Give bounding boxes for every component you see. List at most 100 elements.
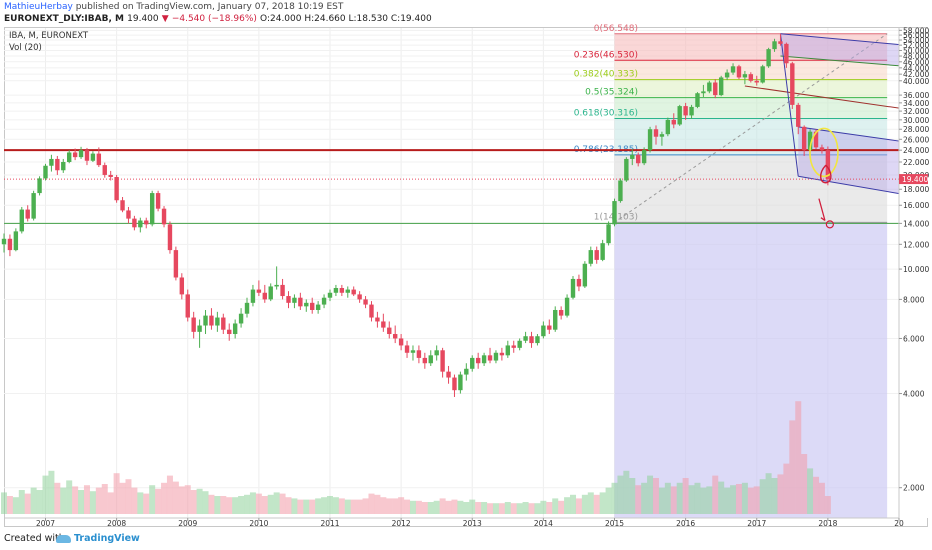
last-price: 19.400 bbox=[127, 14, 159, 24]
candle-body bbox=[606, 224, 611, 244]
volume-bar bbox=[356, 499, 363, 514]
candle-body bbox=[796, 104, 801, 127]
volume-bar bbox=[83, 485, 90, 514]
volume-bar bbox=[303, 499, 310, 514]
channel-upper-line bbox=[780, 33, 906, 46]
candle-body bbox=[292, 297, 297, 303]
price-tick-label: 24.000 bbox=[903, 146, 929, 155]
author-link[interactable]: MathieuHerbay bbox=[4, 2, 73, 12]
volume-bar bbox=[315, 498, 322, 514]
candle-body bbox=[90, 153, 96, 161]
candle-body bbox=[713, 82, 718, 96]
candle-body bbox=[410, 350, 416, 353]
fib-zone bbox=[614, 222, 888, 518]
volume-bar bbox=[469, 499, 476, 514]
candle-body bbox=[161, 208, 167, 225]
fib-zone bbox=[614, 33, 888, 61]
volume-bar bbox=[813, 476, 820, 514]
candle-body bbox=[576, 278, 582, 287]
candle-body bbox=[813, 131, 819, 148]
price-tick-label: 14.000 bbox=[903, 219, 929, 228]
volume-bar bbox=[344, 499, 351, 514]
volume-bar bbox=[178, 486, 185, 514]
candle-body bbox=[636, 154, 641, 164]
candle-body bbox=[517, 340, 522, 348]
highlight-ellipse bbox=[809, 127, 839, 178]
volume-bar bbox=[238, 496, 245, 514]
volume-bar bbox=[321, 497, 328, 514]
fib-level-label: 0.382(40.333) bbox=[574, 70, 638, 80]
candle-body bbox=[37, 178, 42, 194]
volume-bar bbox=[196, 488, 203, 514]
candle-body bbox=[772, 41, 777, 50]
candle-body bbox=[144, 220, 149, 225]
volume-bar bbox=[475, 502, 482, 514]
volume-bar bbox=[125, 479, 132, 514]
volume-bar bbox=[783, 463, 790, 514]
candle-body bbox=[724, 72, 730, 78]
volume-bar bbox=[24, 493, 31, 514]
volume-bar bbox=[48, 470, 55, 514]
fib-level-label: 0.5(35.324) bbox=[585, 88, 638, 98]
price-tick-label: 52.000 bbox=[903, 41, 929, 50]
volume-bar bbox=[172, 481, 179, 514]
candle-body bbox=[422, 357, 428, 364]
candle-body bbox=[801, 126, 807, 151]
volume-bar bbox=[641, 482, 648, 514]
time-tick-label: 2012 bbox=[392, 519, 411, 528]
channel-median-line bbox=[744, 85, 906, 110]
price-tick-label: 2.000 bbox=[903, 484, 925, 493]
volume-bar bbox=[326, 496, 333, 514]
candle-body bbox=[594, 250, 599, 260]
volume-bar bbox=[605, 487, 612, 514]
volume-bar bbox=[564, 497, 571, 514]
volume-bar bbox=[498, 503, 505, 514]
volume-bar bbox=[718, 481, 725, 514]
candle-body bbox=[268, 286, 273, 300]
volume-bar bbox=[617, 475, 624, 514]
candle-body bbox=[369, 304, 374, 318]
channel-handle-line bbox=[779, 33, 799, 177]
price-tick-label: 28.000 bbox=[903, 125, 929, 134]
candle-body bbox=[683, 106, 688, 116]
fibonacci-retracement-layer: 0(56.548) 0.236(46.530) 0.382(40.333) 0.5(3… bbox=[574, 24, 906, 518]
volume-bar bbox=[451, 499, 458, 514]
volume-bar bbox=[78, 490, 85, 514]
volume-bar bbox=[113, 473, 120, 514]
volume-bar bbox=[735, 484, 742, 514]
candle-body bbox=[227, 329, 232, 335]
volume-bar bbox=[220, 496, 227, 514]
volume-bar bbox=[540, 500, 547, 514]
candle-body bbox=[310, 302, 315, 310]
candle-body bbox=[558, 309, 564, 316]
volume-bar bbox=[72, 486, 79, 514]
candle-body bbox=[84, 150, 90, 161]
candle-body bbox=[511, 345, 516, 348]
volume-bar bbox=[730, 485, 737, 514]
candle-body bbox=[114, 176, 119, 201]
candle-body bbox=[718, 77, 724, 96]
fib-level-label: 0.618(30.316) bbox=[574, 108, 638, 118]
volume-bar bbox=[510, 503, 517, 514]
candle-body bbox=[499, 352, 505, 356]
tradingview-logo[interactable]: TradingView bbox=[56, 533, 140, 544]
volume-bar bbox=[66, 480, 73, 514]
candle-body bbox=[624, 158, 629, 181]
candle-body bbox=[630, 154, 635, 159]
volume-bar bbox=[546, 502, 553, 514]
fib-zone bbox=[614, 60, 888, 80]
candle-body bbox=[707, 82, 712, 92]
volume-bar bbox=[801, 454, 808, 514]
volume-bar bbox=[676, 482, 683, 514]
candle-body bbox=[381, 321, 386, 328]
price-tick-label: 8.000 bbox=[903, 295, 925, 304]
volume-bar bbox=[670, 486, 677, 514]
volume-bar bbox=[297, 499, 304, 514]
volume-bar bbox=[398, 497, 405, 514]
candle-body bbox=[7, 238, 13, 251]
candle-body bbox=[825, 150, 831, 180]
axis-layer: 58.00056.00054.00052.00050.00048.00046.0… bbox=[4, 26, 929, 528]
time-tick-label: 2013 bbox=[463, 519, 482, 528]
candle-body bbox=[671, 119, 676, 125]
